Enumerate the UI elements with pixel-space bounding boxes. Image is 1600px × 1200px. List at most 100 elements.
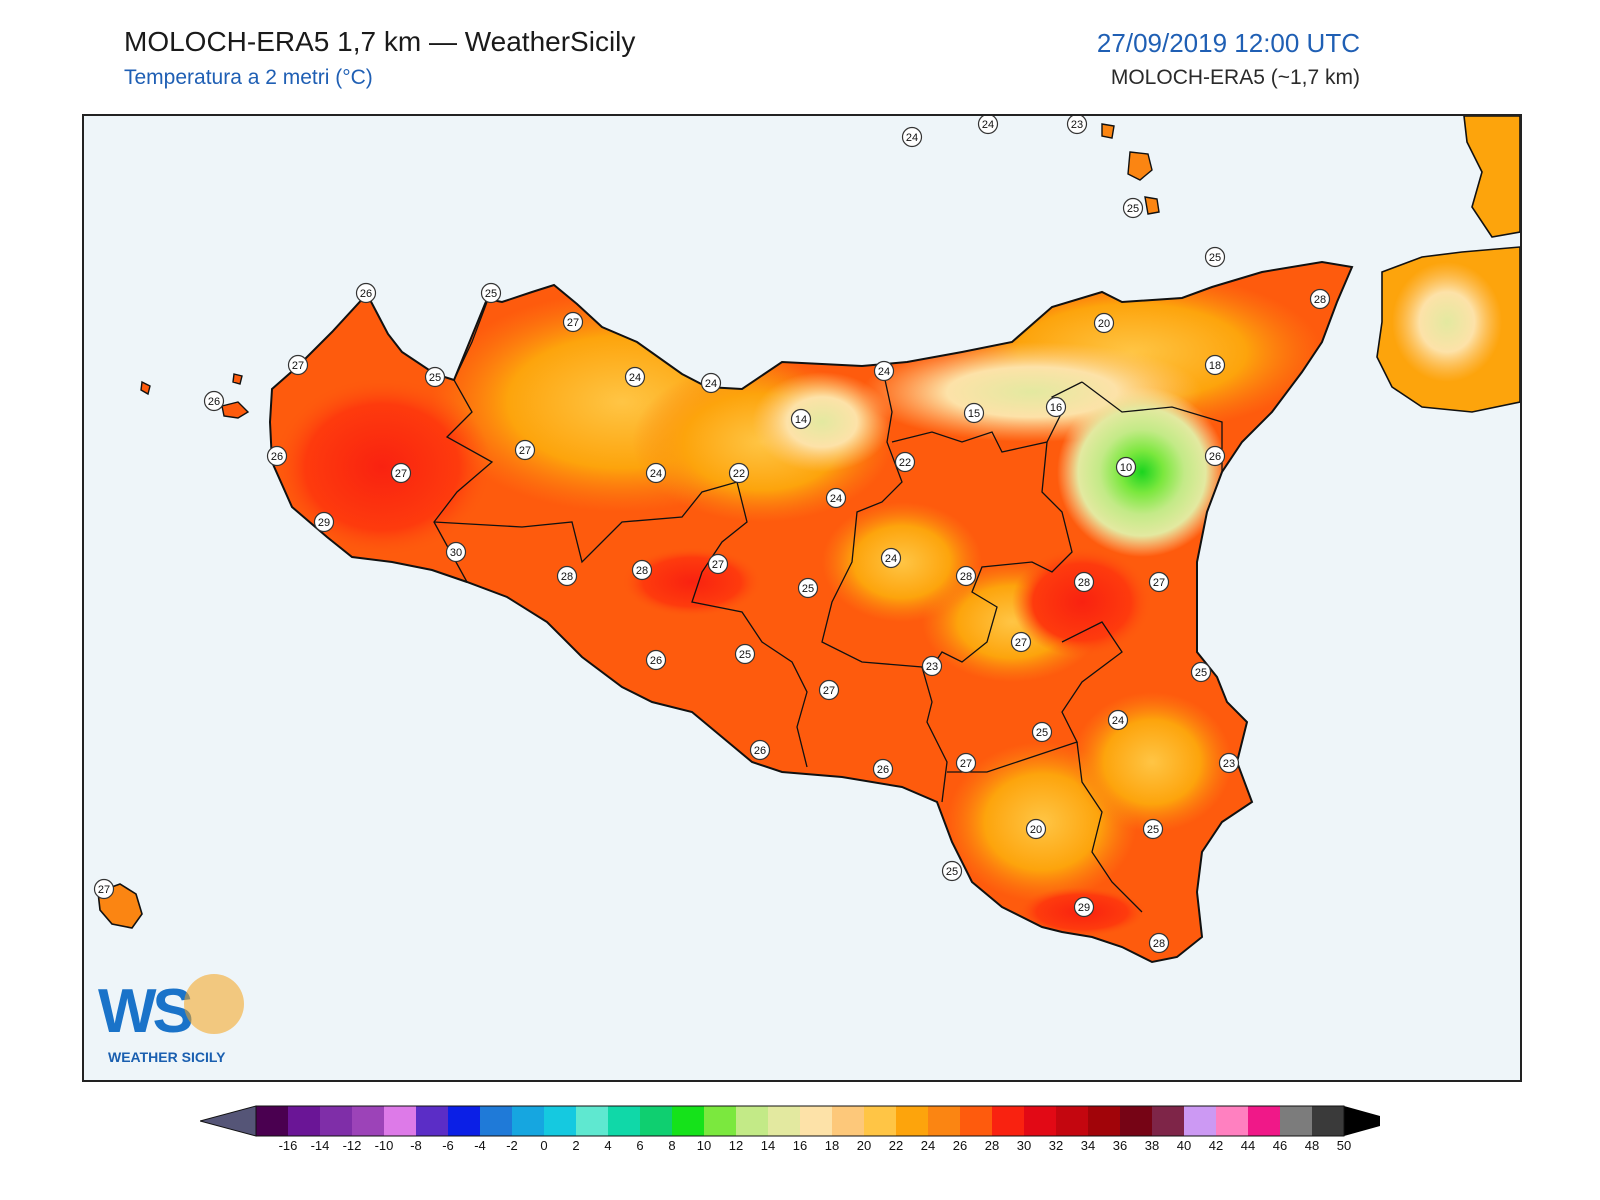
station-circle xyxy=(818,679,840,701)
station-circle xyxy=(1025,818,1047,840)
station-circle xyxy=(1093,312,1115,334)
colorbar-swatch xyxy=(832,1106,864,1136)
station-marker: 28 xyxy=(1309,288,1331,310)
station-marker: 25 xyxy=(480,282,502,304)
logo-letters: WS xyxy=(98,977,192,1046)
station-value: 24 xyxy=(906,132,918,144)
station-marker: 25 xyxy=(797,577,819,599)
colorbar-tick-label: 4 xyxy=(604,1138,611,1152)
station-value: 26 xyxy=(1209,451,1221,463)
station-value: 27 xyxy=(1153,577,1165,589)
station-value: 25 xyxy=(946,866,958,878)
colorbar-swatch xyxy=(896,1106,928,1136)
station-marker: 22 xyxy=(894,451,916,473)
station-circle xyxy=(624,366,646,388)
station-value: 27 xyxy=(519,445,531,457)
station-circle xyxy=(728,462,750,484)
station-circle xyxy=(797,577,819,599)
station-marker: 24 xyxy=(1107,709,1129,731)
station-marker: 25 xyxy=(941,860,963,882)
station-circle xyxy=(1115,456,1137,478)
station-value: 15 xyxy=(968,408,980,420)
colorbar-tick-label: 28 xyxy=(985,1138,999,1152)
station-value: 27 xyxy=(1015,637,1027,649)
colorbar-tick-label: 10 xyxy=(697,1138,711,1152)
station-value: 28 xyxy=(960,571,972,583)
colorbar-swatch xyxy=(672,1106,704,1136)
colorbar-swatch xyxy=(736,1106,768,1136)
colorbar-tick-label: 34 xyxy=(1081,1138,1095,1152)
station-marker: 26 xyxy=(749,739,771,761)
station-marker: 25 xyxy=(1142,818,1164,840)
colorbar-swatch xyxy=(640,1106,672,1136)
colorbar-tick-label: 2 xyxy=(572,1138,579,1152)
station-value: 26 xyxy=(271,451,283,463)
station-value: 24 xyxy=(982,119,994,131)
station-marker: 20 xyxy=(1025,818,1047,840)
station-value: 26 xyxy=(208,396,220,408)
station-marker: 22 xyxy=(728,462,750,484)
colorbar-swatch xyxy=(1312,1106,1344,1136)
weather-sicily-logo: WS WEATHER SICILY xyxy=(98,974,244,1065)
station-value: 24 xyxy=(878,366,890,378)
station-value: 24 xyxy=(1112,715,1124,727)
map-subtitle: Temperatura a 2 metri (°C) xyxy=(124,66,373,89)
station-value: 26 xyxy=(877,764,889,776)
station-marker: 20 xyxy=(1093,312,1115,334)
colorbar-swatch xyxy=(576,1106,608,1136)
colorbar-tick-label: 26 xyxy=(953,1138,967,1152)
temperature-colorbar: -16 -14 -12 -10 -8 -6 -4 -2 0 2 4 6 8 10 12 14 16 18 20 22 2… xyxy=(198,1104,1398,1157)
station-circle xyxy=(1148,932,1170,954)
calabria-landmass xyxy=(1376,116,1520,413)
station-marker: 25 xyxy=(1031,721,1053,743)
station-circle xyxy=(963,402,985,424)
station-marker: 27 xyxy=(955,752,977,774)
station-circle xyxy=(355,282,377,304)
station-circle xyxy=(1122,197,1144,219)
station-circle xyxy=(1142,818,1164,840)
station-value: 27 xyxy=(960,758,972,770)
station-circle xyxy=(825,487,847,509)
station-value: 26 xyxy=(650,655,662,667)
station-value: 10 xyxy=(1120,462,1132,474)
colorbar-tick-label: 18 xyxy=(825,1138,839,1152)
temperature-map: 24 24 23 25 25 28 26 25 27 27 25 26 24 24 20 24 18 14 15 16… xyxy=(82,114,1522,1082)
station-marker: 18 xyxy=(1204,354,1226,376)
station-marker: 27 xyxy=(514,439,536,461)
station-marker: 10 xyxy=(1115,456,1137,478)
station-marker: 27 xyxy=(1010,631,1032,653)
station-marker: 24 xyxy=(880,547,902,569)
colorbar-tick-label: 0 xyxy=(540,1138,547,1152)
station-circle xyxy=(1066,116,1088,135)
station-circle xyxy=(1204,354,1226,376)
colorbar-swatch xyxy=(288,1106,320,1136)
colorbar-tick-label: 14 xyxy=(761,1138,775,1152)
station-value: 22 xyxy=(733,468,745,480)
colorbar-tick-label: -8 xyxy=(410,1138,422,1152)
station-marker: 25 xyxy=(424,366,446,388)
station-circle xyxy=(645,649,667,671)
station-circle xyxy=(645,462,667,484)
station-value: 24 xyxy=(885,553,897,565)
station-circle xyxy=(955,565,977,587)
colorbar-tick-label: 42 xyxy=(1209,1138,1223,1152)
station-circle xyxy=(921,655,943,677)
station-marker: 27 xyxy=(1148,571,1170,593)
station-marker: 24 xyxy=(901,126,923,148)
station-value: 25 xyxy=(485,288,497,300)
station-marker: 29 xyxy=(313,511,335,533)
station-circle xyxy=(1309,288,1331,310)
station-circle xyxy=(700,372,722,394)
station-value: 27 xyxy=(395,468,407,480)
station-circle xyxy=(1218,752,1240,774)
station-circle xyxy=(480,282,502,304)
station-circle xyxy=(894,451,916,473)
colorbar-tick-label: -16 xyxy=(279,1138,298,1152)
colorbar-tick-label: 30 xyxy=(1017,1138,1031,1152)
colorbar-swatch xyxy=(768,1106,800,1136)
station-marker: 27 xyxy=(562,311,584,333)
station-marker: 15 xyxy=(963,402,985,424)
station-value: 28 xyxy=(1078,577,1090,589)
colorbar-tick-label: 24 xyxy=(921,1138,935,1152)
colorbar-swatch xyxy=(480,1106,512,1136)
